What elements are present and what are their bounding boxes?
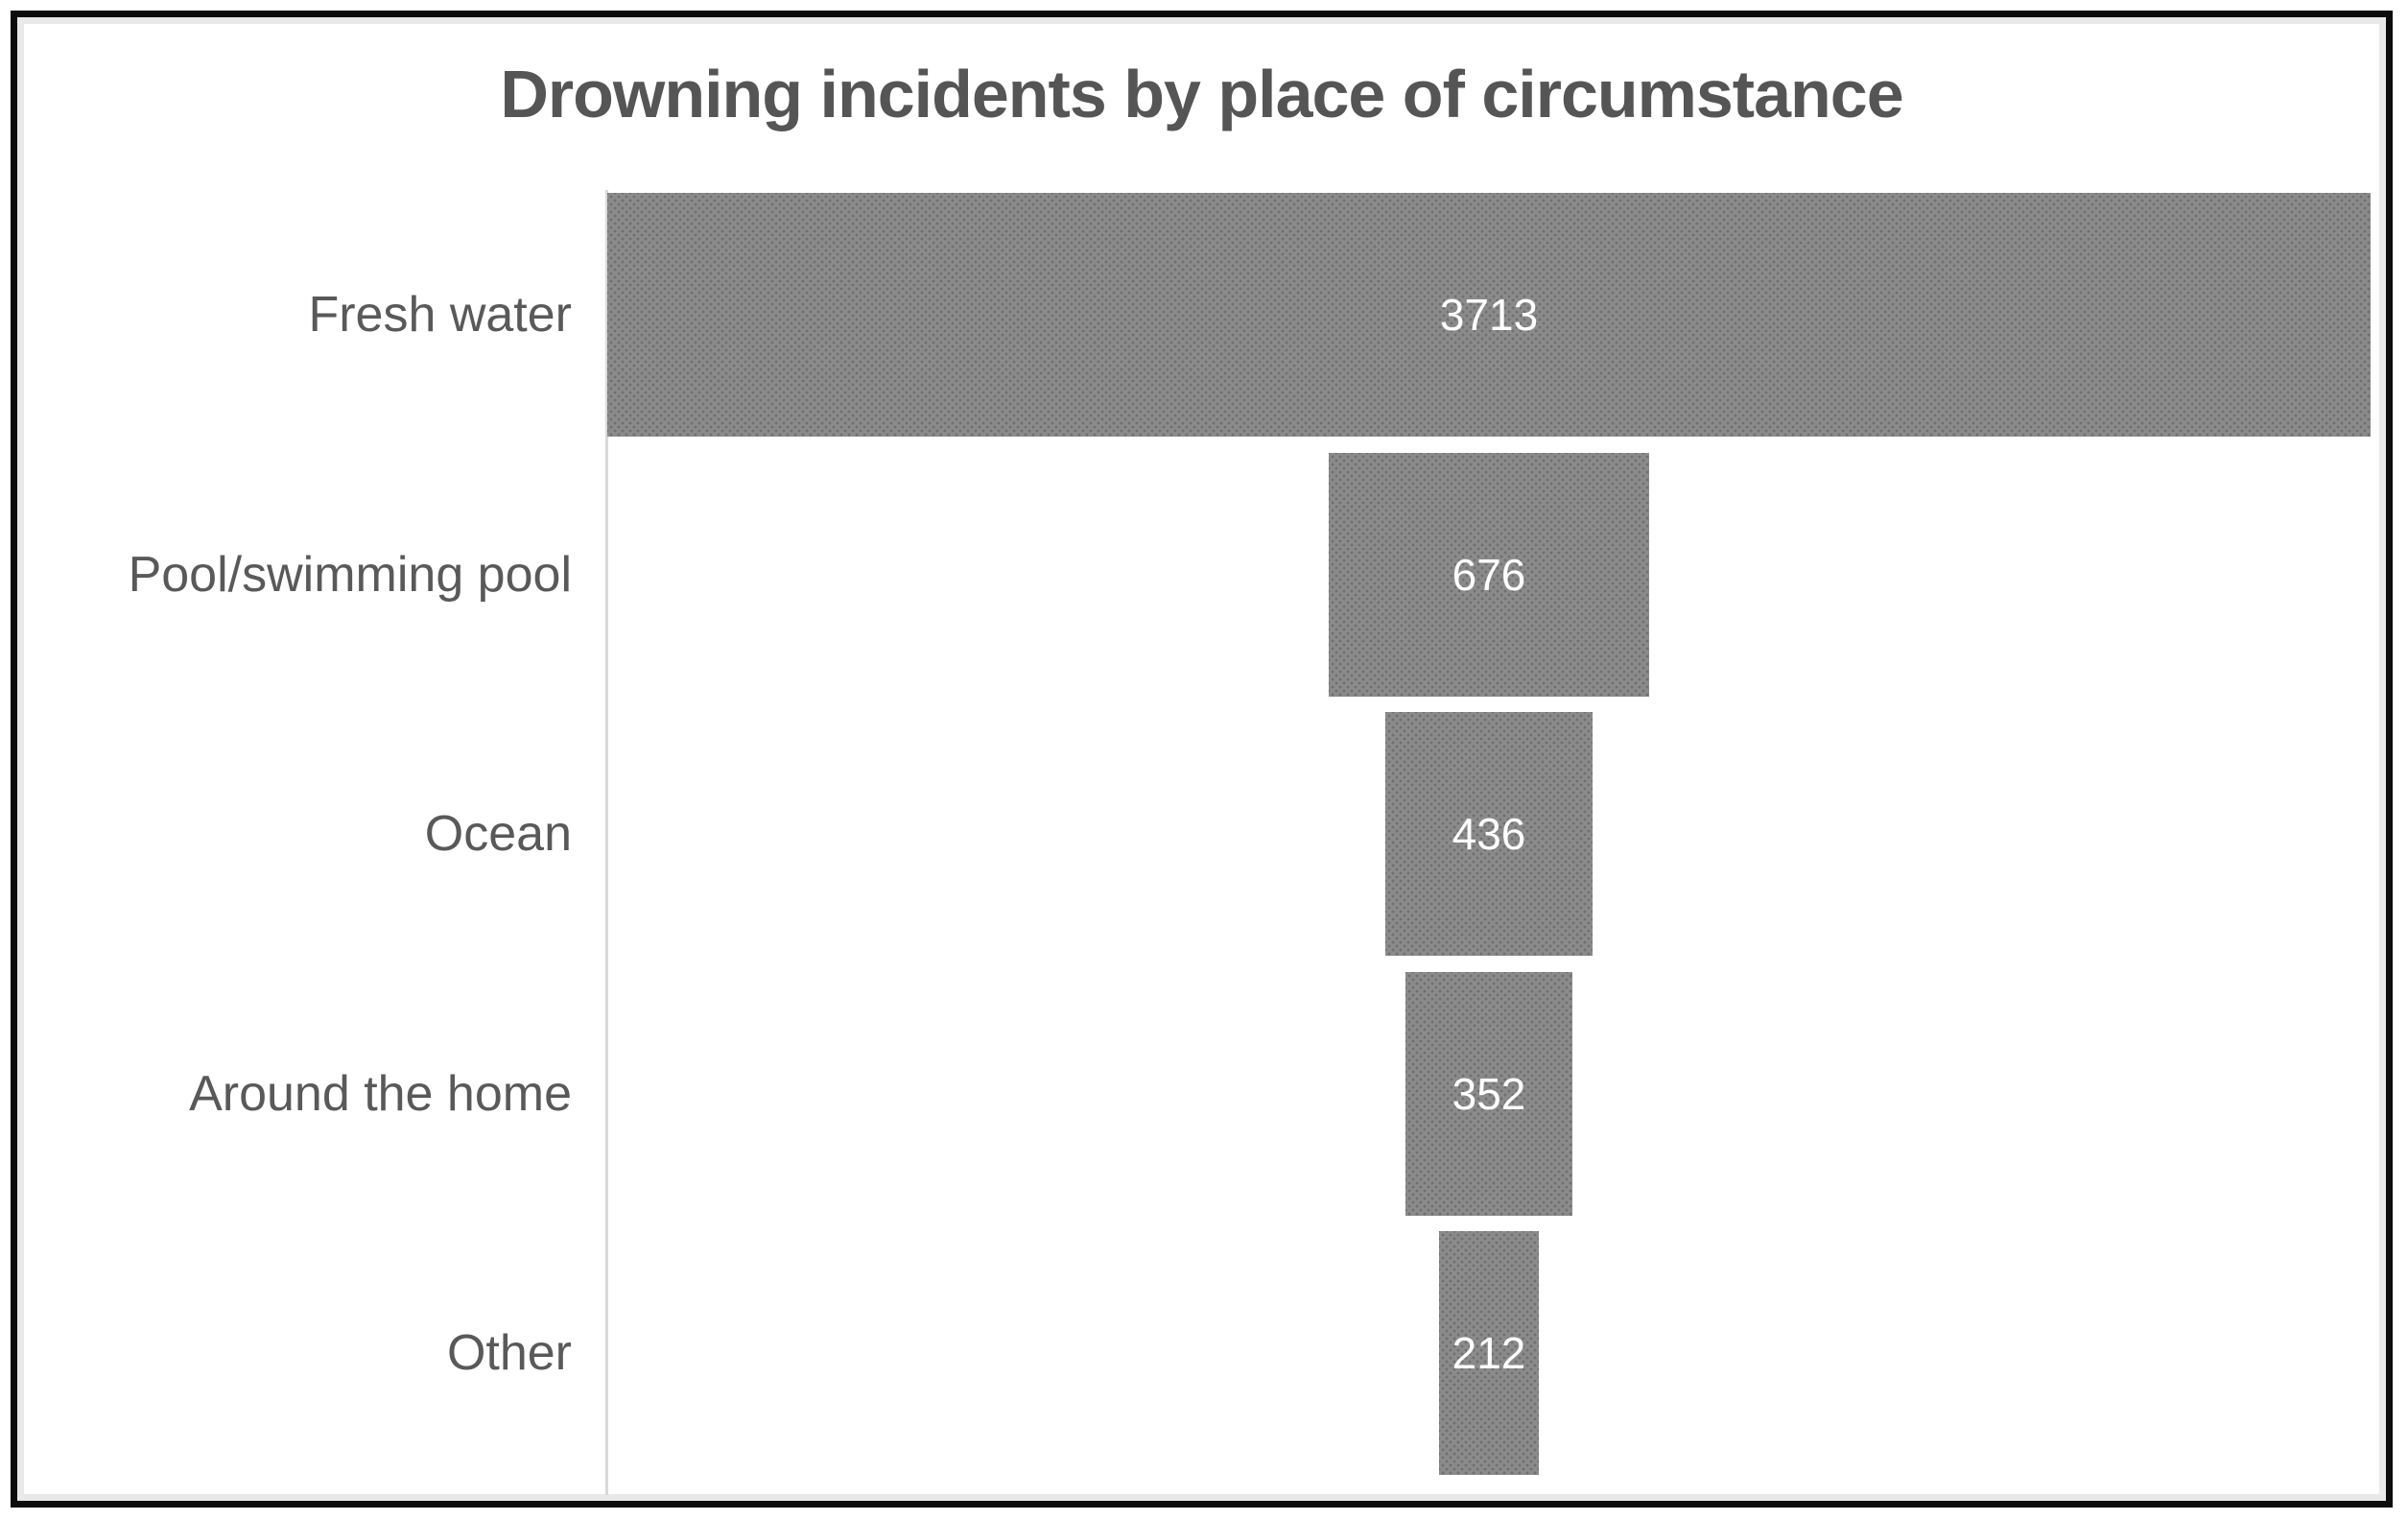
category-label: Ocean [424,806,572,862]
chart-title: Drowning incidents by place of circumsta… [500,57,1903,131]
bar-value-label: 212 [1452,1328,1526,1378]
funnel-bar: 676 [1328,452,1650,697]
bar-value-label: 3713 [1439,290,1539,340]
bar-value-label: 436 [1452,809,1526,859]
bar-value-label: 352 [1452,1068,1526,1119]
funnel-bar: 436 [1385,712,1593,956]
category-label: Pool/swimming pool [128,546,572,603]
chart-frame: Drowning incidents by place of circumsta… [11,11,2393,1508]
bar-value-label: 676 [1452,549,1526,600]
funnel-bar: 3713 [607,193,2371,437]
funnel-bar: 352 [1405,971,1573,1216]
funnel-bar: 212 [1438,1231,1540,1475]
category-label: Around the home [189,1065,572,1122]
category-axis-line [605,190,608,1495]
category-label: Other [446,1325,572,1381]
category-label: Fresh water [308,287,572,343]
